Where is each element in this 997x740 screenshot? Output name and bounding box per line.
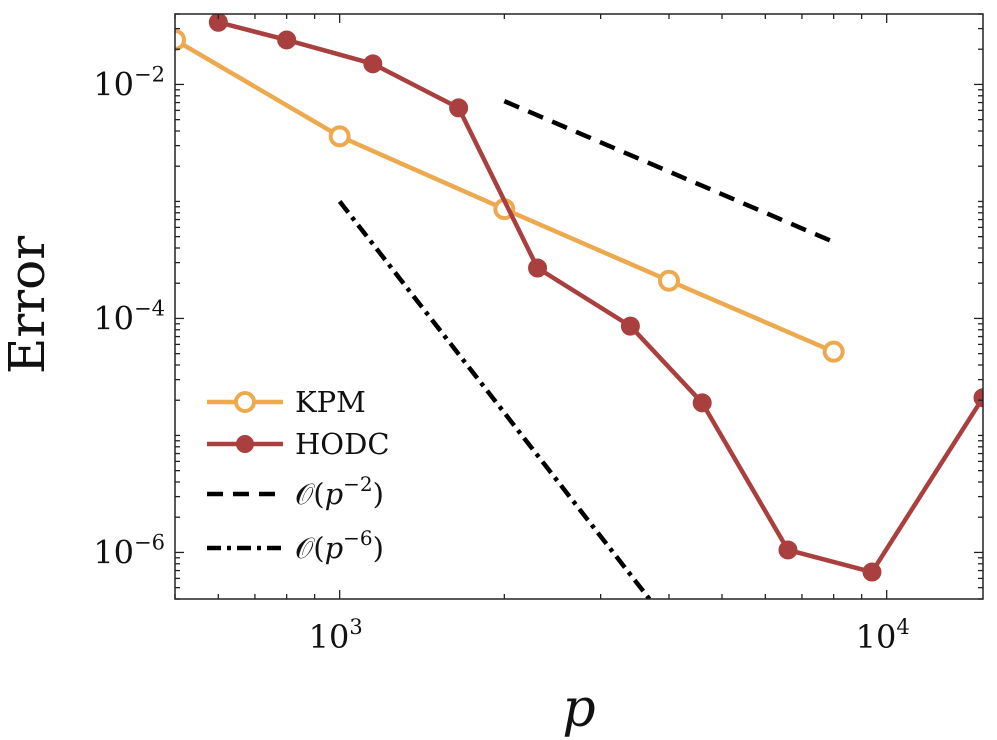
x-tick-exp: 4	[896, 615, 909, 639]
legend-label-2: 𝒪(p−2)	[295, 472, 384, 511]
kpm-point	[175, 28, 186, 51]
legend-close: )	[373, 531, 384, 565]
legend-var: p	[325, 477, 344, 511]
series-line-3	[337, 200, 653, 599]
hodc-point	[277, 30, 297, 50]
legend-label-0: KPM	[295, 385, 366, 419]
legend-var: p	[325, 531, 344, 565]
series-line-1	[217, 20, 983, 575]
y-tick-exp: −2	[134, 62, 165, 86]
x-tick-exp: 3	[349, 615, 362, 639]
hodc-point	[528, 258, 548, 278]
y-axis-label: Error	[0, 236, 56, 374]
kpm-point	[657, 269, 680, 292]
y-tick-base: 10	[93, 65, 134, 103]
legend-label-1: HODC	[295, 427, 390, 461]
legend-exp: −6	[343, 526, 372, 550]
kpm-point	[328, 125, 351, 148]
x-tick-base: 10	[856, 618, 897, 656]
y-tick-base: 10	[93, 299, 134, 337]
legend-label-3: 𝒪(p−6)	[295, 526, 384, 565]
hodc-point	[449, 98, 469, 118]
x-tick-label: 104	[856, 615, 910, 656]
x-tick-label: 103	[309, 615, 363, 656]
y-tick-exp: −4	[134, 296, 165, 320]
legend-marker-hodc	[236, 435, 254, 453]
legend-o: 𝒪(	[295, 531, 325, 565]
hodc-point	[363, 54, 383, 74]
series-layer	[175, 14, 983, 599]
series-line-2	[503, 99, 835, 245]
kpm-point	[822, 340, 845, 363]
y-tick-label: 10−4	[93, 296, 165, 337]
legend-exp: −2	[343, 472, 372, 496]
hodc-point	[862, 562, 882, 582]
x-tick-base: 10	[309, 618, 350, 656]
hodc-point	[620, 316, 640, 336]
hodc-point	[973, 388, 983, 408]
legend-o: 𝒪(	[295, 477, 325, 511]
y-tick-base: 10	[93, 533, 134, 571]
y-tick-exp: −6	[134, 530, 165, 554]
legend-marker-kpm	[234, 391, 256, 413]
hodc-point	[692, 393, 712, 413]
y-tick-label: 10−6	[93, 530, 165, 571]
legend-close: )	[373, 477, 384, 511]
y-tick-label: 10−2	[93, 62, 165, 103]
hodc-point	[208, 14, 228, 32]
hodc-point	[778, 540, 798, 560]
x-axis-label: p	[562, 679, 595, 739]
axes-box	[174, 13, 984, 600]
